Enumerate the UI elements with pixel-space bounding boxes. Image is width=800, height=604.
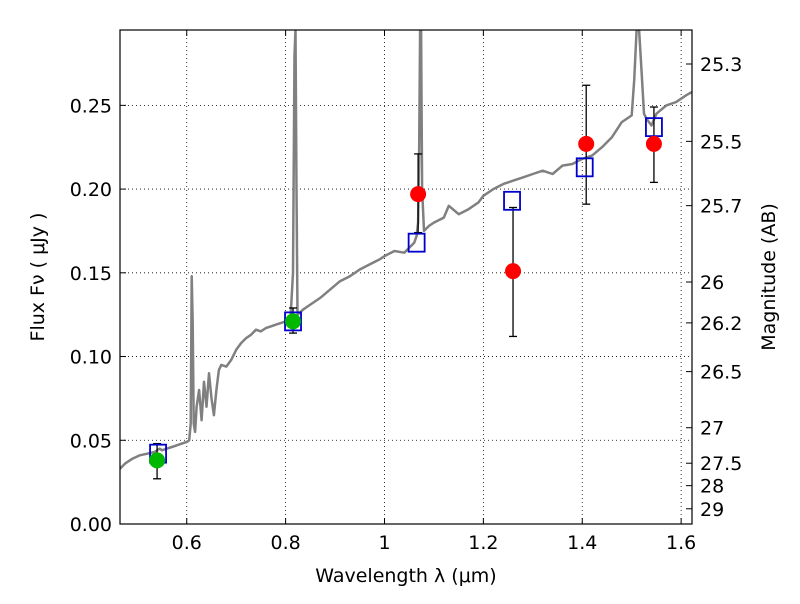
y-right-tick-label: 27.5 bbox=[700, 453, 742, 475]
y-tick-label: 0.00 bbox=[70, 514, 112, 536]
y-right-tick-label: 28 bbox=[700, 476, 724, 498]
y-right-tick-label: 26 bbox=[700, 272, 724, 294]
y-tick-label: 0.15 bbox=[70, 263, 112, 285]
y-right-tick-label: 26.5 bbox=[700, 362, 742, 384]
model-point bbox=[503, 190, 521, 211]
x-tick-label: 0.6 bbox=[172, 532, 202, 554]
observed-red-point bbox=[410, 186, 427, 203]
tick-layer: 0.6 0.8 1 1.2 1.4 1.6 0.00 0.05 0.10 0.15 0.20 0.25… bbox=[70, 30, 742, 554]
y-right-tick-label: 29 bbox=[700, 499, 724, 521]
x-tick-label: 1.2 bbox=[468, 532, 498, 554]
y-right-tick-label: 25.3 bbox=[700, 54, 742, 76]
observed-green-point bbox=[285, 313, 302, 330]
spectrum-line bbox=[120, 30, 692, 470]
y-right-tick-label: 25.7 bbox=[700, 196, 742, 218]
y-right-tick-label: 25.5 bbox=[700, 131, 742, 153]
y-axis-right-label: Magnitude (AB) bbox=[758, 203, 780, 351]
plot-frame bbox=[119, 29, 693, 525]
model-point bbox=[575, 157, 594, 178]
x-axis-label: Wavelength λ (μm) bbox=[315, 565, 496, 587]
observed-green-point bbox=[149, 452, 166, 469]
y-tick-label: 0.05 bbox=[70, 430, 112, 452]
grid-layer bbox=[120, 30, 692, 525]
marker-layer bbox=[149, 117, 663, 469]
spectrum-layer bbox=[120, 30, 692, 470]
y-tick-label: 0.25 bbox=[70, 95, 112, 117]
x-tick-label: 1.6 bbox=[666, 532, 696, 554]
x-tick-label: 1 bbox=[378, 532, 390, 554]
y-tick-label: 0.10 bbox=[70, 347, 112, 369]
observed-red-point bbox=[578, 135, 595, 152]
x-tick-label: 0.8 bbox=[271, 532, 301, 554]
x-tick-label: 1.4 bbox=[567, 532, 597, 554]
y-axis-label: Flux Fν ( μJy ) bbox=[27, 213, 49, 342]
y-right-tick-label: 27 bbox=[700, 418, 724, 440]
model-point bbox=[407, 232, 426, 253]
observed-red-point bbox=[645, 135, 662, 152]
observed-red-point bbox=[505, 263, 522, 280]
y-tick-label: 0.20 bbox=[70, 179, 112, 201]
y-right-tick-label: 26.2 bbox=[700, 313, 742, 335]
